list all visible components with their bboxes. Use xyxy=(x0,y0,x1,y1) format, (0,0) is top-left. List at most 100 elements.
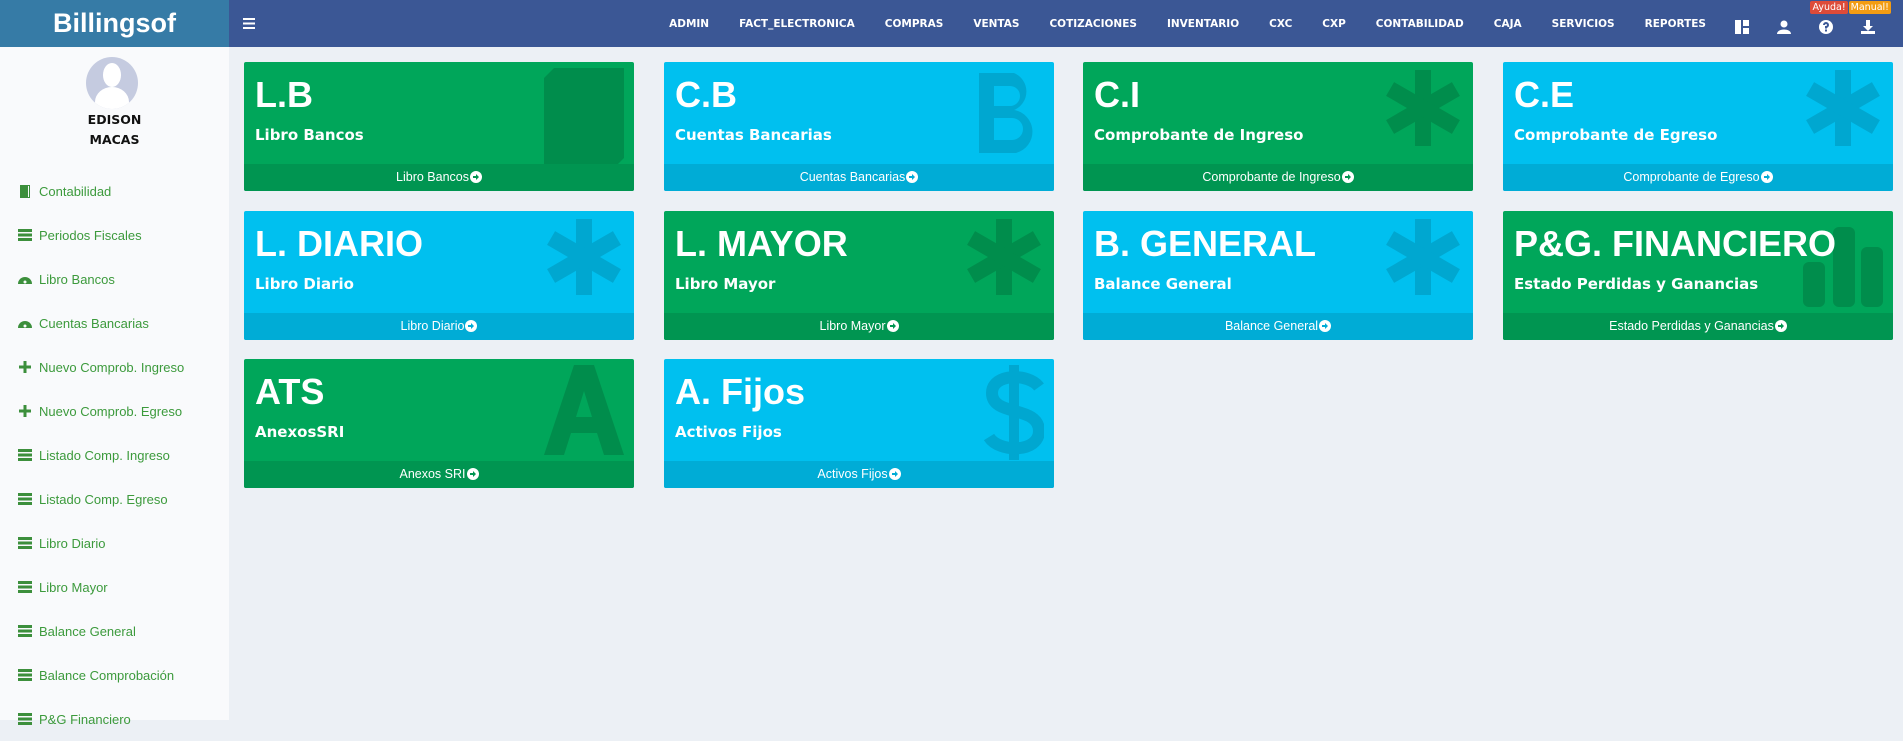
help-badge[interactable]: Ayuda! xyxy=(1810,1,1848,14)
card[interactable]: A. Fijos Activos Fijos Activos Fijos xyxy=(664,359,1054,488)
sidebar-item[interactable]: Cuentas Bancarias xyxy=(0,301,229,345)
grid-icon[interactable] xyxy=(1735,19,1749,34)
arrow-circle-right-icon xyxy=(888,467,901,481)
sidebar-item[interactable]: Nuevo Comprob. Egreso xyxy=(0,389,229,433)
sidebar-item[interactable]: Balance Comprobación xyxy=(0,653,229,697)
sidebar-item[interactable]: P&G Financiero xyxy=(0,697,229,741)
sidebar-item[interactable]: Balance General xyxy=(0,609,229,653)
dashboard-icon xyxy=(17,274,33,284)
card-title: A. Fijos xyxy=(675,371,806,412)
card[interactable]: P&G. FINANCIERO Estado Perdidas y Gananc… xyxy=(1503,211,1893,340)
card[interactable]: L. DIARIO Libro Diario Libro Diario xyxy=(244,211,634,340)
download-icon[interactable] xyxy=(1861,19,1875,34)
sidebar-item[interactable]: Listado Comp. Ingreso xyxy=(0,433,229,477)
arrow-circle-right-icon xyxy=(1318,319,1332,333)
card-title: B. GENERAL xyxy=(1094,223,1317,264)
card-footer-link[interactable]: Estado Perdidas y Ganancias xyxy=(1503,313,1893,340)
card-footer-link[interactable]: Cuentas Bancarias xyxy=(664,164,1054,191)
card-subtitle: Libro Bancos xyxy=(255,126,364,144)
sidebar-item[interactable]: Listado Comp. Egreso xyxy=(0,477,229,521)
book-icon xyxy=(17,184,33,198)
manual-badge[interactable]: Manual! xyxy=(1848,1,1891,14)
arrow-circle-right-icon xyxy=(1341,170,1354,184)
sidebar-item-label: Libro Diario xyxy=(39,535,106,551)
card-title: L. MAYOR xyxy=(675,223,848,264)
arrow-circle-right-icon xyxy=(466,467,479,481)
sidebar-item[interactable]: Libro Mayor xyxy=(0,565,229,609)
card-footer-link[interactable]: Libro Diario xyxy=(244,313,634,340)
nav-contabilidad[interactable]: CONTABILIDAD xyxy=(1375,17,1464,30)
card-title: C.B xyxy=(675,74,737,115)
card-footer-link[interactable]: Anexos SRI xyxy=(244,461,634,488)
card-subtitle: Comprobante de Egreso xyxy=(1514,126,1718,144)
sidebar-item[interactable]: Libro Diario xyxy=(0,521,229,565)
top-navbar: Billingsof ADMIN FACT_ELECTRONICA COMPRAS V… xyxy=(0,0,1903,47)
card-subtitle: Balance General xyxy=(1094,275,1232,293)
arrow-circle-right-icon xyxy=(886,319,899,333)
nav-cxp[interactable]: CXP xyxy=(1322,17,1346,30)
card-subtitle: Libro Diario xyxy=(255,275,354,293)
card[interactable]: C.B Cuentas Bancarias Cuentas Bancarias xyxy=(664,62,1054,191)
card-footer-link[interactable]: Balance General xyxy=(1083,313,1473,340)
card-subtitle: Cuentas Bancarias xyxy=(675,126,832,144)
card-subtitle: Activos Fijos xyxy=(675,423,782,441)
card[interactable]: L. MAYOR Libro Mayor Libro Mayor xyxy=(664,211,1054,340)
dashboard-icon xyxy=(17,318,33,328)
sidebar-item-label: Balance General xyxy=(39,623,136,639)
card[interactable]: B. GENERAL Balance General Balance Gener… xyxy=(1083,211,1473,340)
server-icon xyxy=(17,669,33,681)
sidebar-item-label: Nuevo Comprob. Ingreso xyxy=(39,359,185,375)
sidebar-item-label: Balance Comprobación xyxy=(39,667,175,683)
card-footer-link[interactable]: Libro Bancos xyxy=(244,164,634,191)
card-title: P&G. FINANCIERO xyxy=(1514,223,1837,264)
user-icon[interactable] xyxy=(1777,20,1791,34)
nav-ventas[interactable]: VENTAS xyxy=(973,17,1020,30)
arrow-circle-right-icon xyxy=(1774,319,1787,333)
sidebar-item-label: Listado Comp. Egreso xyxy=(39,491,168,507)
sidebar-item-label: Listado Comp. Ingreso xyxy=(39,447,170,463)
sidebar-item-label: Libro Bancos xyxy=(39,271,115,287)
card-title: L. DIARIO xyxy=(255,223,423,264)
sidebar-item-label: Cuentas Bancarias xyxy=(39,315,149,331)
arrow-circle-right-icon xyxy=(464,319,478,333)
card-footer-link[interactable]: Libro Mayor xyxy=(664,313,1054,340)
card[interactable]: C.E Comprobante de Egreso Comprobante de… xyxy=(1503,62,1893,191)
server-icon xyxy=(17,713,33,725)
nav-cotizaciones[interactable]: COTIZACIONES xyxy=(1049,17,1137,30)
nav-caja[interactable]: CAJA xyxy=(1493,17,1522,30)
main-nav: ADMIN FACT_ELECTRONICA COMPRAS VENTAS COTIZA… xyxy=(654,0,1903,47)
server-icon xyxy=(17,625,33,637)
sidebar-item[interactable]: Periodos Fiscales xyxy=(0,213,229,257)
nav-fact_electronica[interactable]: FACT_ELECTRONICA xyxy=(739,17,855,30)
sidebar-item[interactable]: Contabilidad xyxy=(0,169,229,213)
card-subtitle: Libro Mayor xyxy=(675,275,776,293)
nav-cxc[interactable]: CXC xyxy=(1269,17,1293,30)
nav-compras[interactable]: COMPRAS xyxy=(884,17,944,30)
sidebar-item[interactable]: Nuevo Comprob. Ingreso xyxy=(0,345,229,389)
sidebar-item-label: P&G Financiero xyxy=(39,711,131,727)
card[interactable]: ATS AnexosSRI Anexos SRI xyxy=(244,359,634,488)
card-title: ATS xyxy=(255,371,325,412)
nav-inventario[interactable]: INVENTARIO xyxy=(1166,17,1240,30)
card-title: C.E xyxy=(1514,74,1575,115)
menu-toggle-icon[interactable] xyxy=(243,18,255,29)
card-footer-link[interactable]: Activos Fijos xyxy=(664,461,1054,488)
sidebar-item-label: Contabilidad xyxy=(39,183,112,199)
card-footer-link[interactable]: Comprobante de Egreso xyxy=(1503,164,1893,191)
card[interactable]: C.I Comprobante de Ingreso Comprobante d… xyxy=(1083,62,1473,191)
card-footer-link[interactable]: Comprobante de Ingreso xyxy=(1083,164,1473,191)
server-icon xyxy=(17,581,33,593)
sidebar: EDISON MACAS Contabilidad Periodos Fiscale… xyxy=(0,47,229,727)
card-subtitle: AnexosSRI xyxy=(255,423,345,441)
nav-servicios[interactable]: SERVICIOS xyxy=(1551,17,1615,30)
card-subtitle: Comprobante de Ingreso xyxy=(1094,126,1304,144)
sidebar-item[interactable]: Libro Bancos xyxy=(0,257,229,301)
nav-reportes[interactable]: REPORTES xyxy=(1644,17,1706,30)
help-icon[interactable] xyxy=(1819,19,1833,34)
card[interactable]: L.B Libro Bancos Libro Bancos xyxy=(244,62,634,191)
sidebar-menu: Contabilidad Periodos Fiscales Libro Banco… xyxy=(0,169,229,741)
app-logo[interactable]: Billingsof xyxy=(0,0,229,47)
nav-admin[interactable]: ADMIN xyxy=(669,17,710,30)
sidebar-item-label: Libro Mayor xyxy=(39,579,108,595)
server-icon xyxy=(17,493,33,505)
